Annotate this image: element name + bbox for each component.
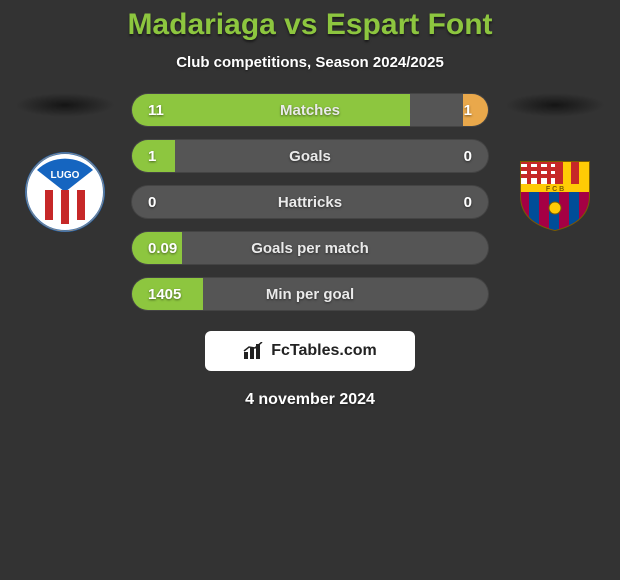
- stat-label: Goals: [192, 148, 428, 165]
- left-value: 0.09: [132, 240, 192, 257]
- right-value: 1: [428, 102, 488, 119]
- stats-column: 11Matches11Goals00Hattricks00.09Goals pe…: [125, 93, 495, 311]
- right-value: 0: [428, 148, 488, 165]
- right-player-column: F C B: [495, 93, 615, 311]
- left-value: 1405: [132, 286, 192, 303]
- barcelona-crest-icon: F C B: [515, 152, 595, 232]
- stat-label: Matches: [192, 102, 428, 119]
- left-club-badge: LUGO: [25, 152, 105, 232]
- right-club-badge: F C B: [515, 152, 595, 232]
- stat-label: Min per goal: [192, 286, 428, 303]
- left-value: 0: [132, 194, 192, 211]
- stat-label: Hattricks: [192, 194, 428, 211]
- brand-text: FcTables.com: [271, 342, 377, 360]
- brand-box: FcTables.com: [205, 331, 415, 371]
- date-line: 4 november 2024: [245, 391, 375, 409]
- chart-icon: [243, 342, 265, 360]
- svg-text:F C B: F C B: [546, 186, 564, 193]
- stat-bar: 11Matches1: [131, 93, 489, 127]
- stat-bar: 0Hattricks0: [131, 185, 489, 219]
- left-player-column: LUGO: [5, 93, 125, 311]
- stat-bar: 1Goals0: [131, 139, 489, 173]
- left-value: 1: [132, 148, 192, 165]
- left-player-shadow: [15, 93, 115, 117]
- stat-bar: 0.09Goals per match: [131, 231, 489, 265]
- left-value: 11: [132, 102, 192, 119]
- page-title: Madariaga vs Espart Font: [127, 8, 492, 42]
- lugo-crest-icon: LUGO: [25, 152, 105, 232]
- subtitle: Club competitions, Season 2024/2025: [176, 54, 444, 71]
- comparison-panel: LUGO 11Matches11Goals00Hattricks00.09Goa…: [0, 93, 620, 311]
- right-value: 0: [428, 194, 488, 211]
- right-player-shadow: [505, 93, 605, 117]
- svg-text:LUGO: LUGO: [51, 170, 80, 181]
- stat-bar: 1405Min per goal: [131, 277, 489, 311]
- stat-label: Goals per match: [192, 240, 428, 257]
